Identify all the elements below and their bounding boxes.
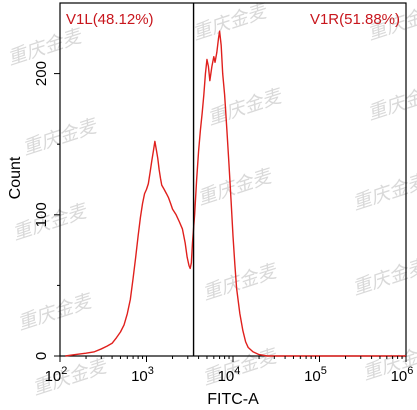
gate-label-v1l: V1L(48.12%) [66, 11, 154, 28]
watermark-text: 重庆金麦 [350, 255, 417, 300]
watermark-text: 重庆金麦 [190, 0, 271, 45]
watermark-text: 重庆金麦 [360, 340, 417, 385]
watermark-text: 重庆金麦 [350, 170, 417, 215]
y-axis: 0 100 200 [33, 61, 60, 360]
y-tick-label: 0 [33, 352, 50, 360]
histogram-line [65, 30, 406, 357]
gate-label-v1r: V1R(51.88%) [310, 11, 400, 28]
watermark-text: 重庆金麦 [200, 260, 281, 305]
watermark-text: 重庆金麦 [195, 165, 276, 210]
gate-labels: V1L(48.12%) V1R(51.88%) [66, 11, 400, 28]
x-axis-title: FITC-A [207, 391, 259, 408]
watermark-text: 重庆金麦 [30, 355, 111, 400]
x-tick-label: 102 [45, 365, 68, 385]
watermark-text: 重庆金麦 [205, 85, 286, 130]
x-tick-label: 104 [218, 365, 241, 385]
y-tick-label: 100 [33, 202, 50, 227]
watermark-text: 重庆金麦 [365, 80, 417, 125]
y-tick-label: 200 [33, 61, 50, 86]
y-axis-title: Count [7, 156, 24, 199]
watermark-text: 重庆金麦 [10, 200, 91, 245]
x-tick-label: 103 [131, 365, 154, 385]
x-tick-label: 106 [391, 365, 414, 385]
x-tick-label: 105 [304, 365, 327, 385]
watermark-text: 重庆金麦 [15, 290, 96, 335]
x-axis: 102 103 104 105 106 [45, 356, 414, 385]
